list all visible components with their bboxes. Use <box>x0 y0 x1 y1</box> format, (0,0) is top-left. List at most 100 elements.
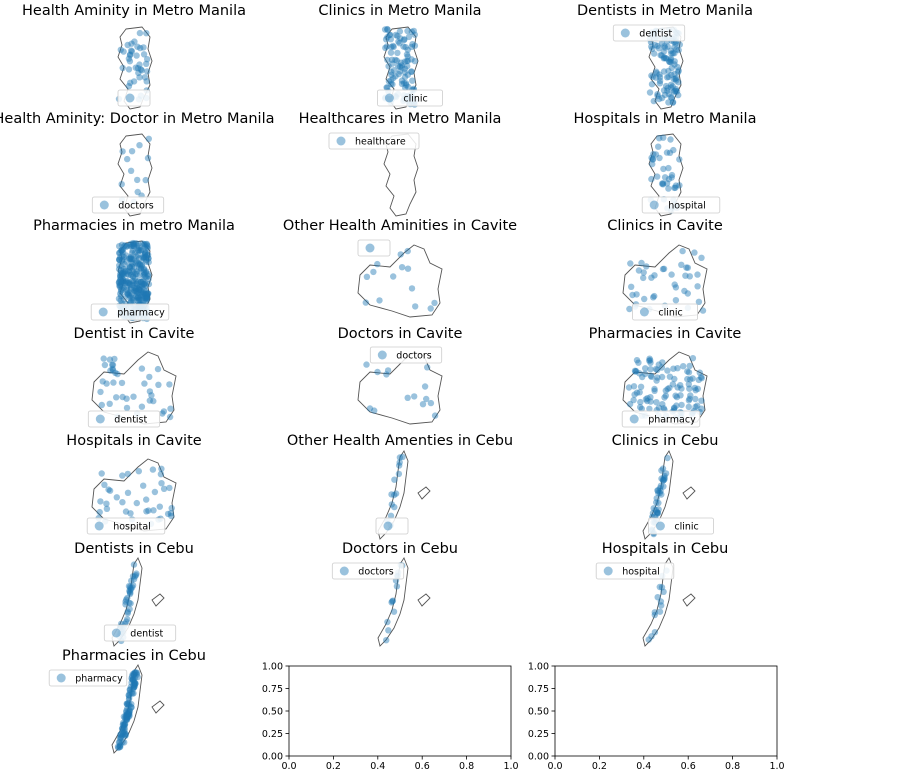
data-point <box>128 679 135 686</box>
data-point <box>408 68 415 76</box>
data-point <box>392 490 400 497</box>
data-point <box>136 286 143 293</box>
data-point <box>126 264 134 271</box>
data-point <box>396 459 403 466</box>
data-point <box>143 78 150 85</box>
region-outline <box>642 557 674 647</box>
legend: clinic <box>632 303 699 321</box>
data-point <box>122 601 129 608</box>
data-point <box>129 584 136 591</box>
data-point <box>129 294 136 301</box>
data-point <box>136 286 143 293</box>
data-point <box>656 80 664 87</box>
data-point <box>381 26 389 33</box>
data-point <box>644 395 651 402</box>
data-point <box>125 279 132 287</box>
data-point <box>388 599 395 606</box>
data-point <box>124 41 131 49</box>
map-panel: Doctors in Cavite doctors <box>338 326 462 425</box>
legend-box <box>103 624 177 642</box>
data-point <box>132 280 140 288</box>
data-point <box>633 389 641 396</box>
data-point <box>126 686 134 693</box>
data-point <box>667 136 674 143</box>
data-point <box>667 56 674 64</box>
data-point <box>408 285 416 292</box>
data-point <box>117 734 125 741</box>
data-point <box>658 40 666 47</box>
data-point <box>392 56 399 64</box>
data-point <box>637 383 645 390</box>
legend-box <box>357 239 391 257</box>
data-point <box>123 252 130 259</box>
data-point <box>387 80 395 88</box>
data-point <box>402 80 410 87</box>
region-outline <box>357 244 443 318</box>
y-tick-label: 0.00 <box>262 752 283 763</box>
data-point <box>632 368 639 375</box>
data-point <box>146 397 153 404</box>
data-point <box>667 81 675 89</box>
data-point <box>124 290 131 297</box>
data-point <box>686 385 693 392</box>
legend-label: doctors <box>358 567 394 578</box>
data-point <box>660 588 667 595</box>
data-point <box>385 78 393 85</box>
data-point <box>694 385 701 392</box>
data-point <box>119 256 126 263</box>
data-point <box>653 495 660 502</box>
data-point <box>648 154 655 161</box>
data-point <box>122 243 130 250</box>
y-tick-label: 0.00 <box>528 752 549 763</box>
data-point <box>120 713 128 720</box>
data-point <box>144 293 151 300</box>
data-point <box>122 712 129 720</box>
data-point <box>98 470 105 477</box>
data-point <box>397 251 404 258</box>
data-point <box>647 394 654 401</box>
data-point <box>668 271 675 278</box>
data-point <box>677 382 684 389</box>
map-panel: Dentist in Cavite dentist <box>74 326 195 428</box>
data-point <box>656 71 663 78</box>
data-point <box>166 381 173 388</box>
data-point <box>130 676 137 683</box>
data-point <box>127 590 134 597</box>
legend-marker <box>603 566 613 576</box>
data-point <box>404 27 411 35</box>
legend-marker <box>99 200 109 210</box>
data-point <box>388 491 395 498</box>
data-point <box>135 244 143 252</box>
data-point <box>143 294 150 301</box>
data-point <box>143 298 150 305</box>
data-point <box>145 290 152 297</box>
data-point <box>133 258 140 265</box>
data-point <box>118 272 126 280</box>
data-point <box>124 270 131 277</box>
data-point <box>138 246 145 253</box>
data-point <box>130 561 138 568</box>
data-point <box>140 253 147 260</box>
data-point <box>404 247 411 255</box>
data-point <box>655 404 663 411</box>
data-point <box>131 679 138 686</box>
data-point <box>141 280 149 287</box>
panel-title: Dentist in Cavite <box>74 326 195 342</box>
data-point <box>412 303 419 310</box>
data-point <box>666 58 673 65</box>
data-point <box>667 84 675 91</box>
data-point <box>654 173 661 180</box>
data-point <box>674 69 682 76</box>
data-point <box>683 264 690 271</box>
data-point <box>126 292 134 300</box>
data-point <box>122 508 130 515</box>
data-point <box>103 380 110 387</box>
data-point <box>127 584 134 592</box>
data-point <box>145 255 152 262</box>
data-point <box>661 174 669 181</box>
data-point <box>651 272 658 279</box>
data-point <box>135 278 142 285</box>
legend-box <box>375 517 409 535</box>
data-point <box>665 175 673 183</box>
data-point <box>664 84 671 92</box>
